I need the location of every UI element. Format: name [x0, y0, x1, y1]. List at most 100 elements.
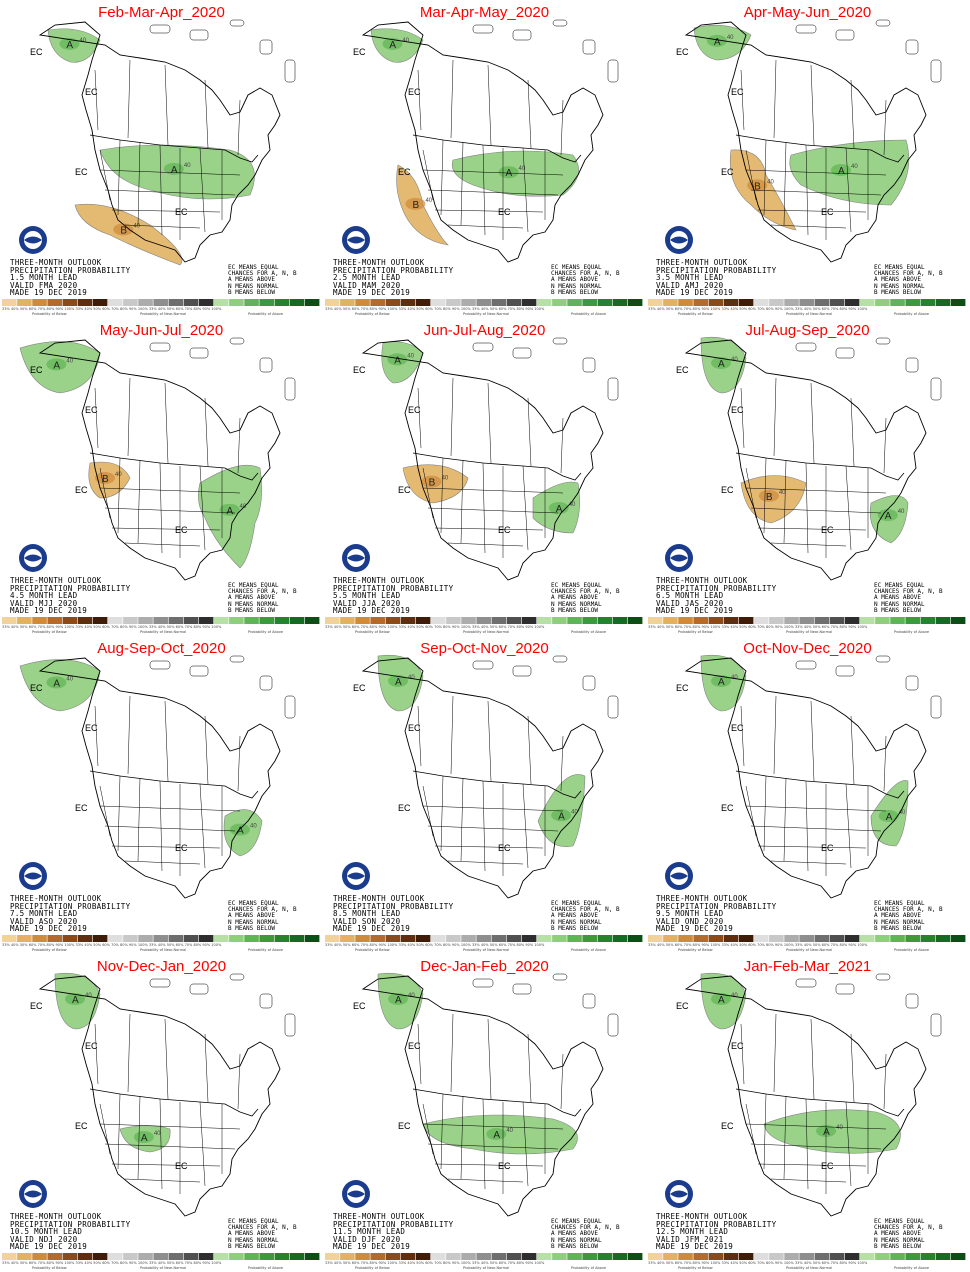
- colorbar-segment: [537, 935, 552, 942]
- colorbar-segment: [340, 1253, 355, 1260]
- us-canada-border: [735, 452, 905, 481]
- above-core: [551, 809, 572, 822]
- province-line: [487, 1018, 492, 1100]
- colorbar-tick: 80%: [766, 307, 775, 311]
- colorbar-tick: 50%: [665, 625, 675, 629]
- info-line: THREE-MONTH OUTLOOK: [333, 894, 425, 903]
- below-core: [421, 475, 442, 488]
- us-canada-border: [89, 452, 259, 481]
- outlook-info-text: THREE-MONTH OUTLOOK PRECIPITATION PROBABI…: [333, 259, 453, 297]
- info-line: MADE 19 DEC 2019: [10, 606, 88, 616]
- info-line: VALID AMJ 2020: [656, 280, 724, 290]
- legend-key-line: B MEANS BELOW: [228, 1242, 275, 1250]
- colorbar-tick: 90%: [848, 307, 858, 311]
- colorbar-tick: 60%: [351, 1261, 361, 1265]
- legend-key-line: N MEANS NORMAL: [874, 918, 925, 926]
- us-canada-border: [89, 770, 259, 799]
- state-line: [99, 805, 241, 812]
- colorbar-segment: [693, 935, 708, 942]
- state-line: [745, 487, 887, 494]
- ec-label: EC: [75, 803, 88, 813]
- above-label: A: [823, 1127, 830, 1138]
- info-line: VALID OND 2020: [656, 916, 724, 926]
- colorbar-tick: 33%: [148, 943, 158, 947]
- colorbar-tick: 60%: [821, 1261, 831, 1265]
- colorbar-segment: [108, 299, 123, 306]
- colorbar-segment: [537, 617, 552, 624]
- island-outline: [930, 59, 942, 83]
- colorbar-tick: 70%: [757, 625, 766, 629]
- colorbar-tick: 60%: [821, 625, 831, 629]
- probability-colorbar: [325, 1253, 643, 1260]
- province-line: [560, 417, 564, 474]
- colorbar-tick: 33%: [398, 1261, 408, 1265]
- colorbar-tick: 33%: [398, 625, 408, 629]
- above-label: A: [237, 826, 244, 837]
- info-line: VALID MAM 2020: [333, 280, 401, 290]
- state-line: [845, 465, 852, 551]
- colorbar-tick: 50%: [489, 307, 499, 311]
- colorbar-tick: 80%: [839, 943, 849, 947]
- colorbar-tick: 80%: [120, 1261, 129, 1265]
- colorbar-segment: [431, 1253, 446, 1260]
- state-line: [117, 775, 121, 852]
- coastline: [684, 21, 927, 263]
- colorbar-segment: [168, 935, 184, 942]
- colorbar-tick: 100%: [460, 943, 472, 947]
- ec-label: EC: [30, 365, 43, 375]
- colorbar-tick: 90%: [202, 943, 212, 947]
- colorbar-segment: [446, 299, 461, 306]
- ec-label: EC: [676, 683, 689, 693]
- legend-key-line: A MEANS ABOVE: [228, 912, 275, 920]
- colorbar-tick: 80%: [443, 307, 452, 311]
- colorbar-segment: [799, 1253, 814, 1260]
- island-outline: [259, 675, 273, 691]
- colorbar-group-label: Probability of Above: [571, 948, 607, 952]
- colorbar-tick: 100%: [534, 307, 545, 311]
- colorbar-segment: [950, 299, 966, 306]
- colorbar-segment: [123, 935, 138, 942]
- state-line: [745, 785, 757, 837]
- above-label: A: [171, 165, 178, 176]
- prob-contour-label: 40: [154, 1131, 161, 1137]
- colorbar-tick: 90%: [451, 307, 461, 311]
- info-line: MADE 19 DEC 2019: [10, 1242, 88, 1252]
- ec-label: EC: [175, 525, 188, 535]
- info-line: THREE-MONTH OUTLOOK: [333, 576, 425, 585]
- colorbar-segment: [552, 299, 567, 306]
- state-line: [757, 845, 867, 849]
- state-line: [845, 147, 852, 233]
- state-line: [482, 1098, 486, 1190]
- colorbar-tick: 90%: [55, 307, 65, 311]
- legend-key-line: A MEANS ABOVE: [551, 912, 598, 920]
- state-line: [434, 209, 544, 213]
- info-line: THREE-MONTH OUTLOOK: [656, 1212, 748, 1221]
- island-outline: [552, 19, 568, 27]
- colorbar-segment: [153, 299, 168, 306]
- legend-key-line: B MEANS BELOW: [551, 1242, 598, 1250]
- colorbar-segment: [597, 935, 613, 942]
- ec-label: EC: [821, 1161, 834, 1171]
- state-line: [99, 169, 241, 176]
- colorbar-segment: [274, 617, 290, 624]
- colorbar-tick: 80%: [766, 1261, 775, 1265]
- legend-key-line: A MEANS ABOVE: [228, 594, 275, 602]
- above-label: A: [558, 811, 565, 822]
- colorbar-tick: 50%: [166, 943, 176, 947]
- colorbar-tick: 40%: [84, 625, 94, 629]
- colorbar-tick: 80%: [766, 943, 775, 947]
- colorbar-tick: 60%: [351, 625, 361, 629]
- colorbar-segment: [814, 299, 830, 306]
- above-region: [198, 464, 262, 569]
- colorbar-segment: [648, 299, 663, 306]
- prob-contour-label: 40: [240, 504, 247, 510]
- legend-key-line: EC MEANS EQUAL: [551, 264, 602, 271]
- colorbar-tick: 50%: [166, 307, 176, 311]
- colorbar-tick: 70%: [683, 307, 693, 311]
- colorbar-tick: 90%: [378, 307, 388, 311]
- colorbar-segment: [935, 1253, 951, 1260]
- state-line: [805, 780, 809, 872]
- colorbar-tick: 100%: [710, 943, 722, 947]
